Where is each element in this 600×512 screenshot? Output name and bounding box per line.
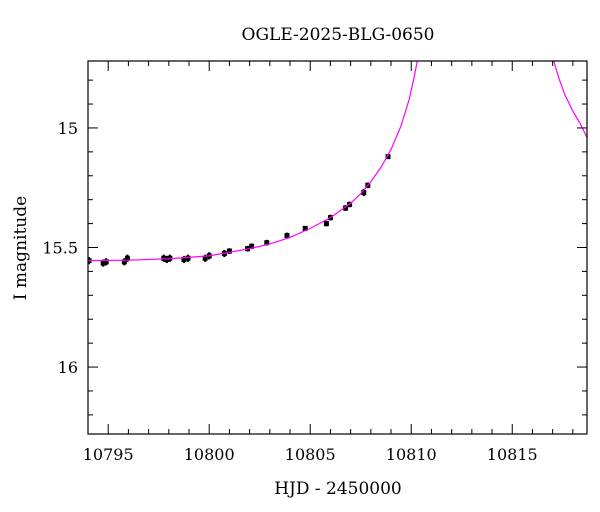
data-point [185,255,191,261]
data-point [385,154,391,160]
data-point [323,221,329,227]
data-point [343,205,349,211]
data-point [226,248,232,254]
x-tick-label: 10805 [285,445,336,464]
chart-title: OGLE-2025-BLG-0650 [242,25,435,45]
data-point [302,225,308,231]
data-point [181,256,187,262]
x-tick-label: 10795 [83,445,134,464]
data-point [249,243,255,249]
model-curve [553,61,587,138]
model-curve [88,61,418,262]
data-point [284,233,290,239]
data-point [361,190,367,196]
data-point [161,255,167,261]
axis-ticks: 10795 10800 10805 10810 10815 15 15.5 16 [42,61,587,464]
plot-area [88,61,587,267]
x-tick-label: 10810 [386,445,437,464]
x-tick-label: 10800 [184,445,235,464]
data-point [164,256,170,262]
data-point [124,255,130,261]
data-point [121,259,127,265]
x-axis-label: HJD - 2450000 [274,479,402,499]
x-tick-label: 10815 [487,445,538,464]
y-tick-label: 15.5 [42,239,78,258]
y-axis-label: I magnitude [11,196,31,300]
data-point [264,240,270,246]
y-tick-label: 15 [58,119,78,138]
plot-frame [87,60,588,435]
data-point [103,259,109,265]
data-point [100,260,106,266]
data-point [202,255,208,261]
y-tick-label: 16 [58,358,78,377]
